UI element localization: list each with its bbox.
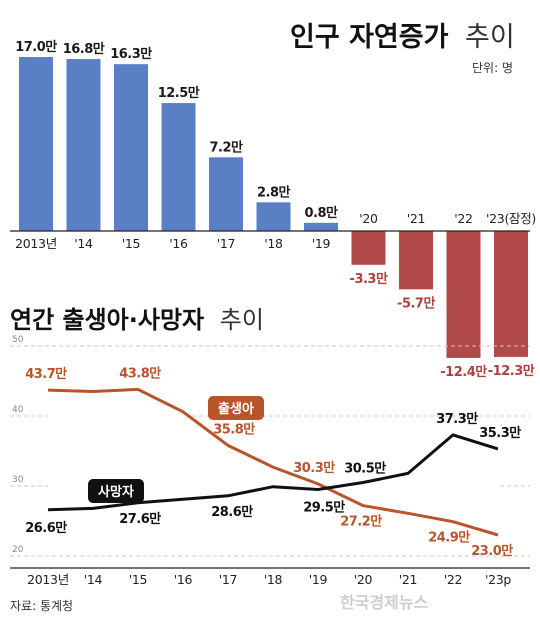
unit-label: 단위: 명 [472, 61, 513, 75]
bar-3 [161, 103, 196, 231]
y-tick-50: 50 [12, 335, 24, 345]
bar-label-8: -5.7만 [397, 295, 435, 311]
bar-year-10: '23(잠정) [486, 211, 536, 226]
bar-chart-title: 인구 자연증가 추이 [290, 22, 515, 53]
line-year-7: '20 [354, 572, 373, 587]
line-year-2: '15 [129, 572, 147, 587]
bar-year-3: '16 [169, 236, 188, 251]
death-series-tag: 사망자 [88, 479, 144, 503]
line-year-8: '21 [399, 572, 417, 587]
death-label-9: 37.3만 [436, 411, 478, 427]
bar-5 [256, 202, 291, 231]
birth-series-tag: 출생아 [208, 396, 264, 420]
line-year-6: '19 [309, 572, 328, 587]
line-year-9: '22 [444, 572, 462, 587]
death-label-0: 26.6만 [25, 520, 67, 536]
bar-label-1: 16.8만 [63, 41, 105, 57]
bar-label-0: 17.0만 [15, 39, 57, 55]
line-year-labels: 2013년 '14 '15 '16 '17 '18 '19 '20 '21 '22 '23p [27, 572, 512, 587]
watermark: 한국경제뉴스 [340, 593, 429, 612]
birth-label-9: 24.9만 [428, 530, 470, 546]
y-tick-30: 30 [12, 475, 24, 485]
bar-year-9: '22 [454, 211, 472, 226]
bar-2 [114, 64, 148, 231]
bar-label-6: 0.8만 [305, 205, 339, 221]
bar-year-8: '21 [407, 211, 425, 226]
death-label-6: 29.5만 [303, 500, 345, 516]
birth-label-4: 35.8만 [213, 421, 255, 437]
bar-0 [19, 57, 53, 231]
bar-chart [19, 57, 528, 358]
birth-label-0: 43.7만 [25, 366, 67, 382]
line-year-4: '17 [219, 572, 237, 587]
y-tick-20: 20 [12, 545, 24, 555]
bar-year-6: '19 [312, 236, 331, 251]
death-label-4: 28.6만 [211, 504, 253, 520]
bar-1 [66, 59, 101, 231]
death-label-10: 35.3만 [479, 425, 521, 441]
bar-label-4: 7.2만 [210, 139, 244, 155]
bar-year-0: 2013년 [15, 236, 57, 251]
bar-label-7: -3.3만 [350, 271, 388, 287]
bar-year-4: '17 [217, 236, 235, 251]
line-year-10: '23p [485, 572, 511, 587]
death-series-name: 사망자 [98, 484, 134, 500]
bar-10 [494, 231, 528, 357]
bar-data-labels: 17.0만 16.8만 16.3만 12.5만 7.2만 2.8만 0.8만 -3.3만 -5.… [15, 39, 535, 380]
bar-year-1: '14 [74, 236, 93, 251]
line-year-1: '14 [84, 572, 103, 587]
birth-label-6: 30.3만 [293, 460, 335, 476]
death-label-2: 27.6만 [119, 511, 161, 527]
bar-label-9: -12.4만 [440, 364, 487, 380]
line-year-3: '16 [174, 572, 193, 587]
line-chart [47, 387, 499, 537]
bar-label-2: 16.3만 [110, 46, 152, 62]
bar-year-labels: 2013년 '14 '15 '16 '17 '18 '19 '20 '21 '22 '23(잠정) [15, 211, 536, 251]
bar-year-5: '18 [264, 236, 283, 251]
bar-7 [351, 231, 386, 265]
bar-4 [209, 157, 243, 231]
birth-label-10: 23.0만 [471, 543, 513, 559]
birth-label-7: 27.2만 [340, 514, 382, 530]
bar-year-2: '15 [122, 236, 140, 251]
birth-line [47, 387, 499, 537]
y-tick-40: 40 [12, 405, 24, 415]
bar-label-5: 2.8만 [257, 184, 291, 200]
death-line [47, 433, 499, 512]
source-label: 자료: 통계청 [10, 599, 73, 613]
line-year-0: 2013년 [27, 572, 69, 587]
birth-label-2: 43.8만 [119, 365, 161, 381]
line-year-5: '18 [264, 572, 283, 587]
bar-9 [446, 231, 481, 358]
death-label-7: 30.5만 [344, 461, 386, 477]
gap-fill-area [48, 389, 498, 535]
line-chart-title: 연간 출생아·사망자 추이 [10, 306, 264, 334]
bar-8 [399, 231, 433, 290]
bar-label-10: -12.3만 [488, 363, 535, 379]
bar-label-3: 12.5만 [158, 85, 200, 101]
bar-year-7: '20 [359, 211, 378, 226]
bar-6 [304, 222, 338, 231]
birth-series-name: 출생아 [218, 401, 254, 417]
